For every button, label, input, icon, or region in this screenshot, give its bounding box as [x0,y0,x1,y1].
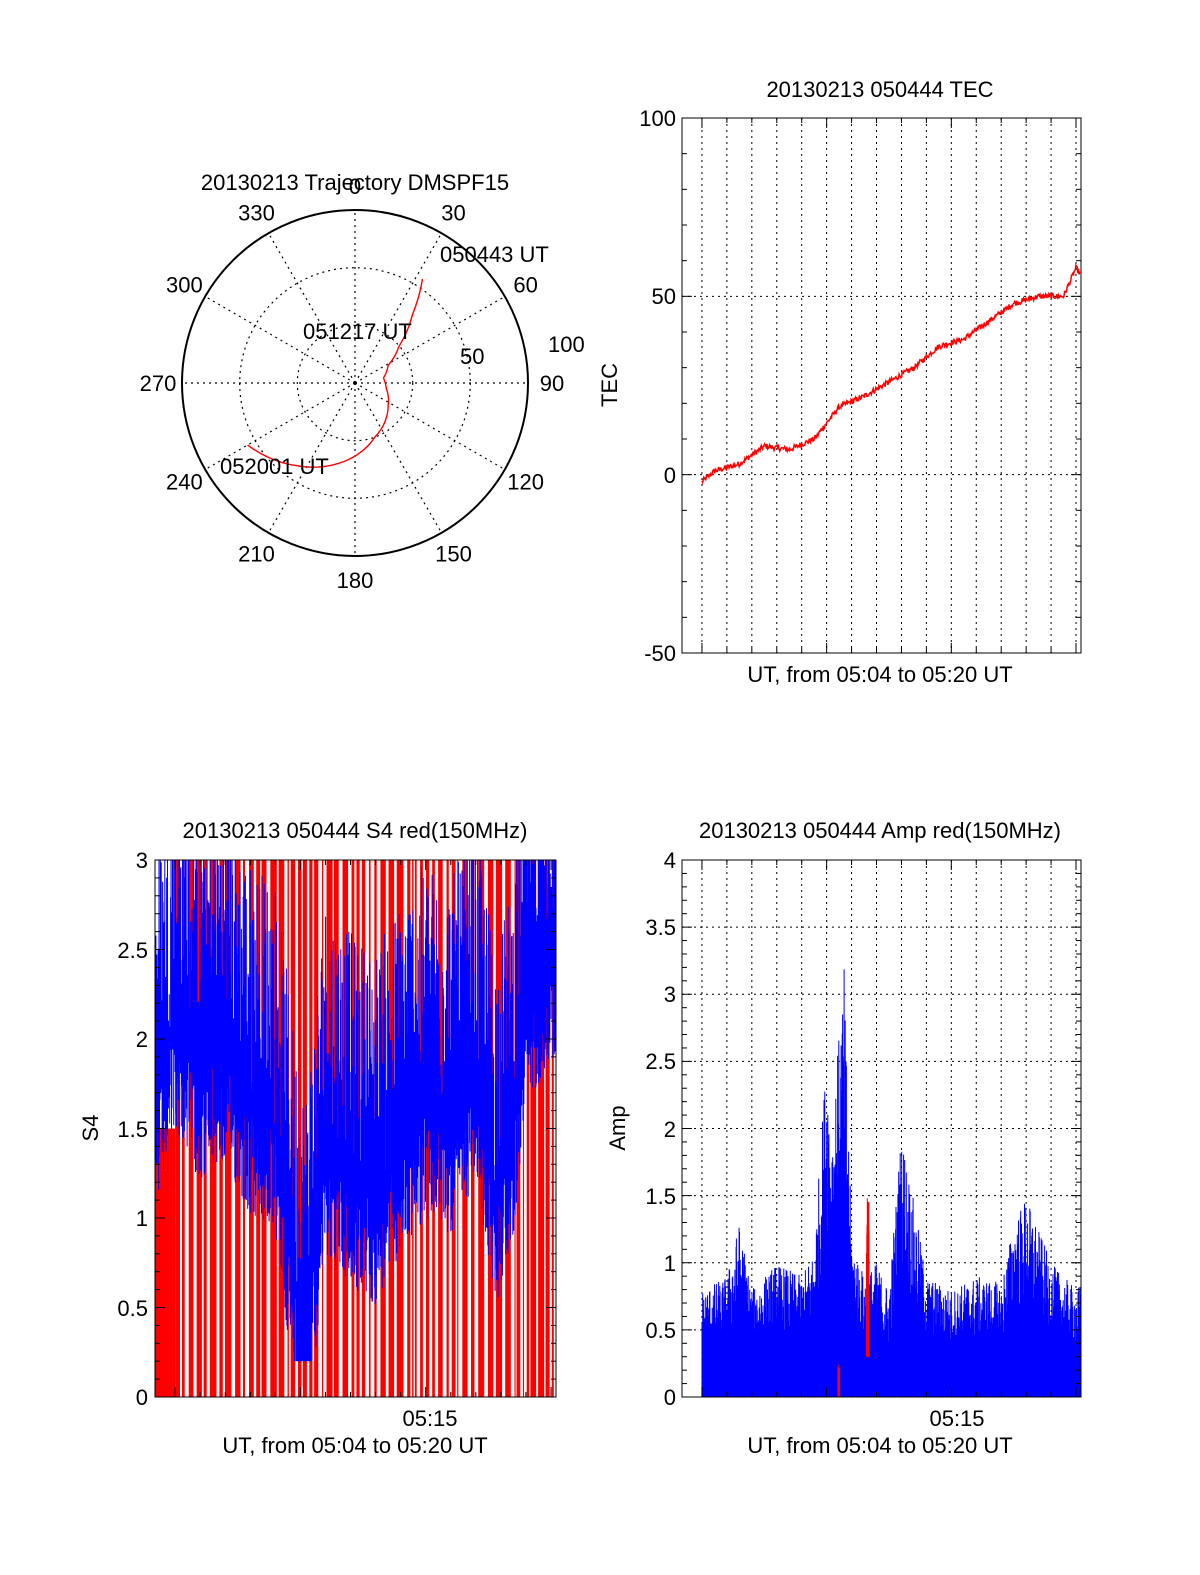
polar-angle-label-330: 330 [238,200,275,225]
polar-angle-label-210: 210 [238,542,275,567]
s4-ytick-1-5: 1.5 [117,1117,148,1142]
amp-panel: 20130213 050444 Amp red(150MHz) 4 3.5 3 … [605,818,1082,1458]
s4-red-bar [219,860,223,1397]
tec-ytick-0: 0 [664,463,676,488]
polar-angle-label-60: 60 [513,273,537,298]
amp-ytick-0-5: 0.5 [645,1318,676,1343]
polar-angle-label-0: 0 [349,174,361,199]
polar-angle-label-120: 120 [507,470,544,495]
s4-ylabel: S4 [78,1115,103,1142]
amp-ylabel: Amp [605,1105,630,1150]
s4-title: 20130213 050444 S4 red(150MHz) [183,818,528,843]
amp-title: 20130213 050444 Amp red(150MHz) [699,818,1061,843]
s4-red-bar [298,860,302,1397]
polar-angle-label-180: 180 [337,568,374,593]
polar-spoke-30 [354,232,443,384]
amp-red-series [837,1198,870,1397]
amp-xlabel: UT, from 05:04 to 05:20 UT [747,1433,1012,1458]
tec-plot-frame [681,117,1082,654]
trajectory-mid-label: 051217 UT [303,319,412,344]
polar-angle-label-270: 270 [140,371,177,396]
amp-ytick-1: 1 [664,1251,676,1276]
s4-ytick-0: 0 [136,1385,148,1410]
polar-ring-1 [296,324,414,442]
amp-ytick-3-5: 3.5 [645,915,676,940]
polar-spoke-150 [354,382,443,534]
polar-spoke-60 [354,295,506,384]
tec-ytick-minus50: -50 [644,641,676,666]
polar-outer-circle [181,209,529,557]
polar-spoke-210 [267,382,356,534]
polar-angle-label-300: 300 [166,273,203,298]
s4-red-bar [538,860,545,1397]
polar-spoke-300 [204,295,356,384]
tec-ytick-50: 50 [652,284,676,309]
s4-red-bar [522,860,525,1397]
trajectory-panel: 20130213 Trajectory DMSPF15 0 30 60 90 120 15… [140,170,585,593]
amp-ytick-4: 4 [664,848,676,873]
tec-ylabel: TEC [597,363,622,407]
amp-ytick-2-5: 2.5 [645,1049,676,1074]
s4-red-bar [526,860,530,1397]
amp-axis-ticks [682,859,1081,1398]
polar-spoke-120 [354,382,506,471]
tec-panel: 20130213 050444 TEC 100 50 0 -50 TEC UT,… [597,77,1082,687]
amp-ytick-2: 2 [664,1117,676,1142]
polar-angle-label-30: 30 [441,200,465,225]
radius-label-50: 50 [460,344,484,369]
s4-red-bar [155,1128,176,1397]
tec-title: 20130213 050444 TEC [766,77,993,102]
amp-xtick-label: 05:15 [929,1406,984,1431]
amp-ytick-0: 0 [664,1385,676,1410]
s4-red-bar [530,860,537,1397]
s4-red-bar [175,860,180,1397]
polar-spoke-240 [204,382,356,471]
polar-spoke-330 [267,232,356,384]
trajectory-start-label: 050443 UT [440,242,549,267]
s4-red-bar [225,860,232,1397]
s4-panel: 20130213 050444 S4 red(150MHz) 3 2.5 2 1… [78,818,557,1458]
s4-axis-ticks [155,859,556,1398]
s4-ytick-0-5: 0.5 [117,1296,148,1321]
tec-xlabel: UT, from 05:04 to 05:20 UT [747,662,1012,687]
tec-axis-ticks [682,117,1081,654]
tec-series-line [701,263,1082,485]
radius-label-100: 100 [548,332,585,357]
amp-blue-series [701,969,1082,1397]
polar-angle-label-90: 90 [540,371,564,396]
polar-angle-label-240: 240 [166,470,203,495]
polar-angle-label-150: 150 [435,542,472,567]
trajectory-title: 20130213 Trajectory DMSPF15 [201,170,509,195]
s4-xlabel: UT, from 05:04 to 05:20 UT [222,1433,487,1458]
polar-grid [182,210,528,556]
polar-angle-labels: 0 30 60 90 120 150 180 210 240 270 300 330 [140,174,565,593]
s4-ytick-1: 1 [136,1206,148,1231]
s4-xtick-label: 05:15 [402,1406,457,1431]
s4-ytick-2: 2 [136,1027,148,1052]
tec-grid [682,118,1081,653]
s4-ytick-3: 3 [136,848,148,873]
s4-red-bar [302,860,307,1397]
s4-ytick-2-5: 2.5 [117,938,148,963]
trajectory-line [247,278,424,468]
trajectory-end-label: 052001 UT [220,454,329,479]
amp-ytick-1-5: 1.5 [645,1184,676,1209]
polar-radius-labels: 50 100 [460,332,585,369]
amp-ytick-3: 3 [664,982,676,1007]
tec-ytick-100: 100 [639,106,676,131]
